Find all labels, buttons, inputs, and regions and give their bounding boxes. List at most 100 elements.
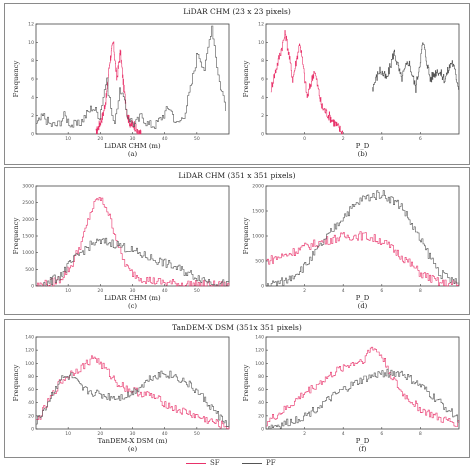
panel-label: (e) <box>128 445 138 453</box>
series-line-pf <box>36 370 230 427</box>
y-axis-label: Frequency <box>242 60 250 97</box>
group-tandem-351: TanDEM-X DSM (351x 351 pixels) <box>4 319 470 458</box>
y-tick-label: 20 <box>258 413 264 419</box>
plot-frame <box>35 23 230 135</box>
group-title: LiDAR CHM (351 x 351 pixels) <box>178 171 296 180</box>
y-tick-label: 0 <box>31 132 34 138</box>
x-tick-label: 2 <box>342 136 345 142</box>
panel-label: (a) <box>128 150 138 158</box>
x-tick-label: 6 <box>380 288 383 294</box>
y-tick-label: 100 <box>255 361 264 367</box>
x-tick-label: 30 <box>130 431 136 437</box>
legend-item-sf: SF <box>186 459 220 467</box>
y-tick-label: 1500 <box>22 234 34 240</box>
y-tick-label: 1000 <box>252 234 264 240</box>
x-tick-label: 6 <box>419 136 422 142</box>
y-tick-label: 100 <box>25 361 34 367</box>
x-tick-label: 50 <box>194 288 200 294</box>
x-tick-label: 2 <box>303 431 306 437</box>
y-tick-label: 20 <box>28 413 34 419</box>
panel-label: (f) <box>359 445 367 453</box>
y-axis-label: Frequency <box>12 217 20 254</box>
y-tick-label: 6 <box>261 77 264 83</box>
y-tick-label: 12 <box>258 22 264 28</box>
x-tick-label: 30 <box>130 288 136 294</box>
y-tick-label: 40 <box>258 400 264 406</box>
x-axis-label: P_D <box>356 142 370 150</box>
series-line-pf <box>266 368 460 430</box>
chart-a: 0 2 4 6 8 10 12 10 20 30 40 50 LiDAR CHM (m) Frequenc… <box>12 22 230 158</box>
legend-swatch-sf <box>186 462 206 464</box>
plot-frame <box>35 336 230 430</box>
y-tick-label: 2 <box>261 113 264 119</box>
x-tick-label: 40 <box>162 288 168 294</box>
x-tick-label: 10 <box>65 288 71 294</box>
x-tick-label: 4 <box>380 136 383 142</box>
y-axis-label: Frequency <box>12 364 20 401</box>
legend-swatch-pf <box>242 462 262 464</box>
group-lidar-23: LiDAR CHM (23 x 23 pixels) <box>4 3 470 165</box>
y-tick-label: 1000 <box>22 250 34 256</box>
series-line-pf <box>36 25 226 129</box>
x-tick-label: 8 <box>419 431 422 437</box>
y-tick-label: 60 <box>28 387 34 393</box>
x-axis-label: LiDAR CHM (m) <box>104 142 161 150</box>
x-axis-label: TanDEM-X DSM (m) <box>98 437 168 445</box>
y-tick-label: 2000 <box>22 217 34 223</box>
legend-item-pf: PF <box>242 459 276 467</box>
x-tick-label: 2 <box>303 288 306 294</box>
y-tick-label: 8 <box>31 58 34 64</box>
series-line-pf <box>372 42 460 93</box>
y-tick-label: 120 <box>25 348 34 354</box>
group-title: LiDAR CHM (23 x 23 pixels) <box>183 7 291 16</box>
chart-f: 0 20 40 60 80 100 120 140 2 4 6 8 P_D Frequency (f) <box>242 335 460 453</box>
series-line-pf <box>266 190 460 287</box>
y-tick-label: 80 <box>28 374 34 380</box>
chart-b: 0 2 4 6 8 10 12 0 2 4 6 P_D Frequency (b) <box>242 22 460 158</box>
chart-e: 0 20 40 60 80 100 120 140 10 20 30 40 50 TanDEM-X DSM… <box>12 335 230 453</box>
y-tick-label: 140 <box>255 335 264 341</box>
y-axis-label: Frequency <box>242 364 250 401</box>
x-tick-label: 10 <box>65 431 71 437</box>
y-axis-label: Frequency <box>242 217 250 254</box>
panel-label: (d) <box>358 302 368 310</box>
plot-frame <box>265 336 460 430</box>
y-tick-label: 10 <box>28 40 34 46</box>
series-line-sf <box>270 30 344 135</box>
y-tick-label: 0 <box>261 284 264 290</box>
y-tick-label: 1500 <box>252 209 264 215</box>
y-tick-label: 2000 <box>252 184 264 190</box>
legend-label-sf: SF <box>210 459 220 467</box>
series-line-sf <box>266 346 460 427</box>
x-tick-label: 4 <box>342 431 345 437</box>
group-lidar-351: LiDAR CHM (351 x 351 pixels) <box>4 167 470 315</box>
x-axis-label: P_D <box>356 437 370 445</box>
x-tick-label: 30 <box>130 136 136 142</box>
series-line-pf <box>36 237 230 287</box>
series-line-sf <box>95 41 142 135</box>
group-title: TanDEM-X DSM (351x 351 pixels) <box>172 323 302 332</box>
panel-label: (c) <box>128 302 137 310</box>
chart-c: 0 500 1000 1500 2000 2500 3000 10 20 30 40 50 LiDAR … <box>12 184 230 310</box>
y-tick-label: 2500 <box>22 200 34 206</box>
series-line-sf <box>266 231 460 287</box>
y-tick-label: 4 <box>261 95 264 101</box>
panel-label: (b) <box>358 150 368 158</box>
x-tick-label: 40 <box>162 136 168 142</box>
y-tick-label: 8 <box>261 58 264 64</box>
y-tick-label: 140 <box>25 335 34 341</box>
y-tick-label: 500 <box>25 267 34 273</box>
y-tick-label: 3000 <box>22 184 34 190</box>
x-tick-label: 0 <box>303 136 306 142</box>
y-tick-label: 500 <box>255 259 264 265</box>
legend-label-pf: PF <box>266 459 276 467</box>
x-axis-label: P_D <box>356 294 370 302</box>
x-tick-label: 10 <box>65 136 71 142</box>
x-tick-label: 40 <box>162 431 168 437</box>
x-tick-label: 50 <box>194 431 200 437</box>
y-tick-label: 120 <box>255 348 264 354</box>
y-tick-label: 40 <box>28 400 34 406</box>
legend: SF PF <box>0 459 474 473</box>
y-tick-label: 0 <box>31 284 34 290</box>
y-tick-label: 0 <box>261 132 264 138</box>
